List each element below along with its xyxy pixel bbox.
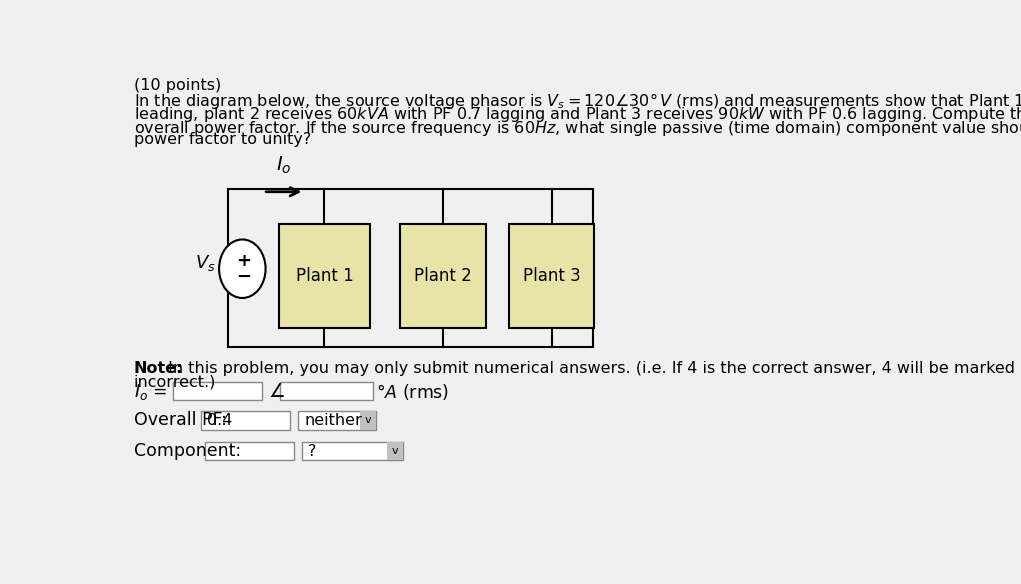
Text: ?: ? xyxy=(308,444,317,458)
Text: ∠: ∠ xyxy=(268,383,285,401)
Bar xyxy=(508,224,594,328)
Text: Plant 1: Plant 1 xyxy=(296,267,353,285)
Bar xyxy=(229,189,592,347)
Text: overall power factor. If the source frequency is $60Hz$, what single passive (ti: overall power factor. If the source freq… xyxy=(134,119,1021,138)
Text: In the diagram below, the source voltage phasor is $V_s = 120\angle30°\,V$ (rms): In the diagram below, the source voltage… xyxy=(134,91,1021,111)
Text: (10 points): (10 points) xyxy=(134,78,222,93)
Text: +: + xyxy=(237,252,251,270)
Bar xyxy=(281,382,374,401)
Text: incorrect.): incorrect.) xyxy=(134,374,216,389)
Text: v: v xyxy=(364,415,372,425)
Text: neither: neither xyxy=(304,413,362,428)
Text: Component:: Component: xyxy=(134,442,241,460)
Bar xyxy=(298,411,376,430)
Bar xyxy=(205,442,294,460)
Text: Plant 3: Plant 3 xyxy=(523,267,580,285)
Text: Plant 2: Plant 2 xyxy=(415,267,472,285)
Text: leading, plant 2 receives $60kVA$ with PF 0.7 lagging and Plant 3 receives $90kW: leading, plant 2 receives $60kVA$ with P… xyxy=(134,105,1021,124)
Ellipse shape xyxy=(220,239,265,298)
Text: $°A$ (rms): $°A$ (rms) xyxy=(377,382,449,402)
Bar xyxy=(173,382,261,401)
Bar xyxy=(360,411,376,430)
Bar xyxy=(201,411,290,430)
Text: power factor to unity?: power factor to unity? xyxy=(134,133,311,147)
Bar xyxy=(279,224,371,328)
Text: $I_o$: $I_o$ xyxy=(277,155,292,176)
Text: −: − xyxy=(236,268,251,286)
Bar xyxy=(387,442,402,460)
Text: $I_o$ =: $I_o$ = xyxy=(134,382,167,402)
Text: 0.4: 0.4 xyxy=(207,413,233,428)
Text: In this problem, you may only submit numerical answers. (i.e. If 4 is the correc: In this problem, you may only submit num… xyxy=(163,361,1021,376)
Text: Overall PF:: Overall PF: xyxy=(134,412,227,429)
Text: Note:: Note: xyxy=(134,361,184,376)
Bar xyxy=(302,442,402,460)
Text: v: v xyxy=(392,446,398,456)
Bar xyxy=(400,224,486,328)
Text: $V_s$: $V_s$ xyxy=(195,253,215,273)
